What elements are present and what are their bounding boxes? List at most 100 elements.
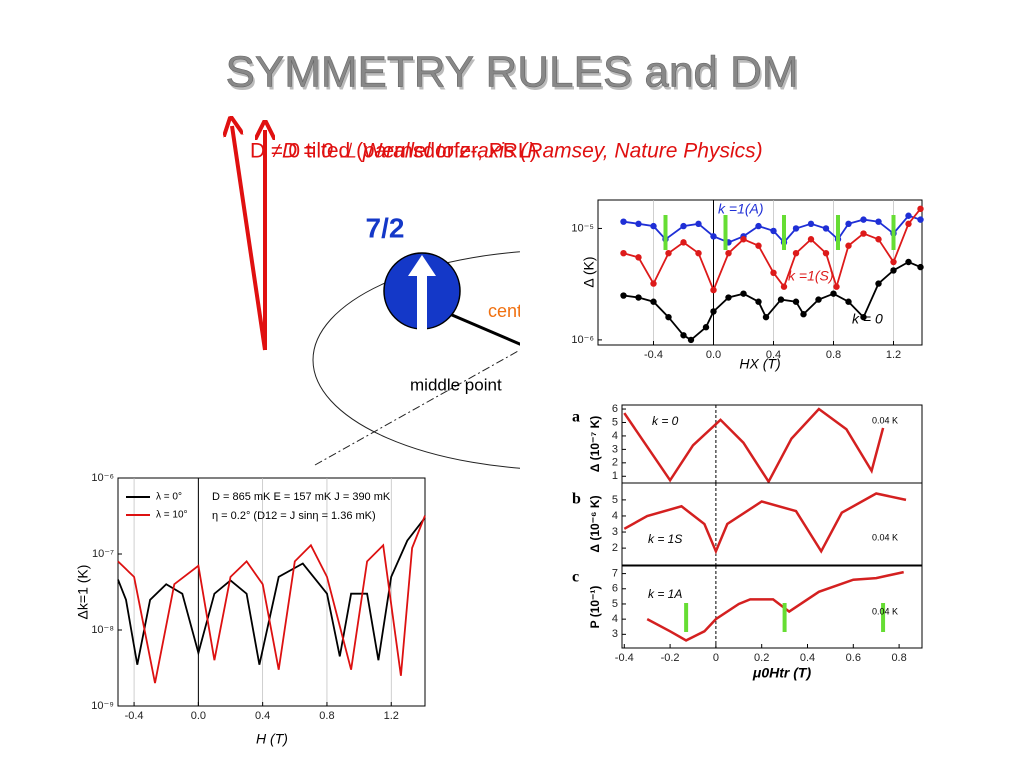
note: 0.04 K xyxy=(872,532,898,542)
diagram: center middle point xyxy=(312,251,520,469)
y-tick-label: 5 xyxy=(612,416,618,428)
series-line xyxy=(623,214,921,244)
point xyxy=(777,296,785,303)
y-tick-label: 6 xyxy=(612,403,618,415)
plot-area xyxy=(621,482,923,566)
series-line xyxy=(117,515,426,684)
legend-label: λ = 10° xyxy=(156,510,188,521)
x-tick-label: 0.4 xyxy=(255,710,270,722)
point xyxy=(845,220,852,228)
point xyxy=(635,220,642,228)
x-tick-label: 0 xyxy=(713,652,719,664)
y-tick-label: 5 xyxy=(612,494,618,506)
point xyxy=(833,283,840,290)
point xyxy=(905,212,912,219)
point xyxy=(830,290,837,297)
point xyxy=(725,294,732,301)
point xyxy=(822,225,830,232)
x-axis-label: μ0Htr (T) xyxy=(752,665,812,681)
point xyxy=(755,242,762,249)
x-tick-label: 0.8 xyxy=(319,710,334,722)
title: SYMMETRY RULES and DM xyxy=(226,48,799,97)
point xyxy=(702,324,710,331)
point xyxy=(710,286,717,294)
point xyxy=(875,280,882,287)
point xyxy=(917,263,924,271)
series-label: k =1(A) xyxy=(718,201,764,217)
point xyxy=(792,225,800,232)
y-tick-label: 6 xyxy=(612,583,618,595)
series-label: k = 1A xyxy=(648,587,682,601)
note: 0.04 K xyxy=(872,415,898,425)
y-tick-label: 1 xyxy=(612,470,618,482)
title-shadow: SYMMETRY RULES and DM xyxy=(228,51,801,100)
series-line xyxy=(623,208,922,293)
point xyxy=(770,227,777,235)
series-label: k =1(S) xyxy=(788,268,834,284)
point xyxy=(650,280,657,287)
plot-area xyxy=(117,477,426,707)
y-tick-label: 10⁻⁶ xyxy=(571,334,594,346)
x-tick-label: 0.0 xyxy=(706,349,721,361)
y-axis-label: Δ (K) xyxy=(581,256,597,287)
point xyxy=(710,308,717,315)
spin-label: 7/2 xyxy=(366,212,405,243)
subtitle-b: D = 0 ⊥ parallel to z-axis (Ramsey, Natu… xyxy=(282,140,763,163)
y-tick-label: 2 xyxy=(612,457,618,469)
panel-label: b xyxy=(572,491,581,508)
panel-label: c xyxy=(572,569,579,586)
point xyxy=(620,292,627,299)
y-tick-label: 4 xyxy=(612,430,618,442)
point xyxy=(665,249,672,257)
point xyxy=(687,336,695,344)
point xyxy=(815,296,822,303)
point xyxy=(695,249,702,257)
point xyxy=(917,205,924,213)
point xyxy=(905,258,912,266)
x-tick-label: 0.6 xyxy=(846,652,861,664)
x-tick-label: 1.2 xyxy=(384,710,399,722)
legend-label: λ = 0° xyxy=(156,492,182,503)
label: middle point xyxy=(410,375,502,394)
point xyxy=(792,298,800,305)
y-axis-label: P (10⁻¹) xyxy=(588,586,602,629)
x-tick-label: 0.8 xyxy=(826,349,841,361)
point xyxy=(710,233,717,240)
point xyxy=(740,236,747,243)
point xyxy=(792,249,800,257)
y-tick-label: 10⁻⁷ xyxy=(92,548,114,560)
y-tick-label: 4 xyxy=(612,510,618,522)
point xyxy=(770,269,777,277)
point xyxy=(680,239,687,246)
y-tick-label: 10⁻⁵ xyxy=(571,222,594,234)
radius xyxy=(444,310,520,346)
x-tick-label: -0.2 xyxy=(661,652,680,664)
series-line xyxy=(623,407,885,485)
y-tick-label: 10⁻⁹ xyxy=(91,700,114,712)
point xyxy=(822,249,830,257)
y-tick-label: 4 xyxy=(612,613,618,625)
point xyxy=(860,230,867,237)
point xyxy=(860,216,867,223)
spin-arrow xyxy=(408,255,436,330)
arrow xyxy=(232,126,267,351)
point xyxy=(807,220,815,228)
series-label: k = 0 xyxy=(852,311,883,327)
subtitle-a: D ≠ 0 tilted (Wernsdorfer, PRL) xyxy=(250,140,537,163)
x-tick-label: -0.4 xyxy=(125,710,144,722)
point xyxy=(905,220,912,228)
annotation: D = 865 mK E = 157 mK J = 390 mK xyxy=(212,491,391,503)
point xyxy=(890,258,897,266)
y-tick-label: 10⁻⁶ xyxy=(91,472,114,484)
y-tick-label: 7 xyxy=(612,567,618,579)
x-axis-label: H (T) xyxy=(256,731,288,747)
note: 0.04 K xyxy=(872,606,898,616)
x-tick-label: 1.2 xyxy=(886,349,901,361)
x-tick-label: 0.2 xyxy=(754,652,769,664)
x-tick-label: 0.4 xyxy=(800,652,815,664)
point xyxy=(875,218,882,225)
point xyxy=(650,222,657,230)
point xyxy=(755,298,762,305)
series-line xyxy=(646,570,904,642)
